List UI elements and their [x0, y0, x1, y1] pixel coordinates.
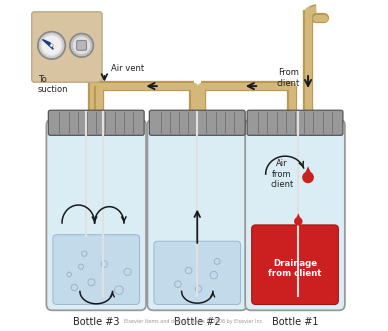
FancyBboxPatch shape: [32, 12, 102, 82]
Text: To
suction: To suction: [38, 75, 68, 94]
Polygon shape: [295, 213, 301, 220]
FancyBboxPatch shape: [48, 110, 144, 135]
Circle shape: [294, 217, 303, 226]
FancyBboxPatch shape: [47, 119, 146, 310]
Text: Bottle #1: Bottle #1: [272, 317, 318, 327]
FancyBboxPatch shape: [53, 235, 140, 305]
FancyBboxPatch shape: [149, 110, 245, 135]
FancyBboxPatch shape: [252, 225, 338, 305]
FancyBboxPatch shape: [147, 119, 247, 310]
Circle shape: [39, 33, 64, 58]
Text: From
client: From client: [277, 68, 300, 88]
Circle shape: [42, 36, 61, 55]
Polygon shape: [42, 39, 53, 49]
Circle shape: [73, 37, 90, 54]
Text: Bottle #3: Bottle #3: [73, 317, 120, 327]
Circle shape: [70, 34, 93, 57]
FancyBboxPatch shape: [154, 241, 241, 305]
Text: Air
from
client: Air from client: [270, 159, 294, 189]
Circle shape: [71, 35, 92, 56]
Polygon shape: [304, 166, 312, 176]
Circle shape: [40, 34, 63, 57]
Circle shape: [50, 44, 53, 47]
Text: Elsevier Items and derived items © 2006 by Elsevier Inc.: Elsevier Items and derived items © 2006 …: [124, 318, 264, 324]
Text: Air vent: Air vent: [111, 64, 144, 73]
Circle shape: [38, 32, 65, 59]
FancyBboxPatch shape: [245, 119, 345, 310]
FancyBboxPatch shape: [77, 40, 87, 50]
Text: Bottle #2: Bottle #2: [174, 317, 220, 327]
FancyBboxPatch shape: [247, 110, 343, 135]
Text: Drainage
from client: Drainage from client: [268, 259, 322, 278]
Circle shape: [302, 171, 314, 183]
